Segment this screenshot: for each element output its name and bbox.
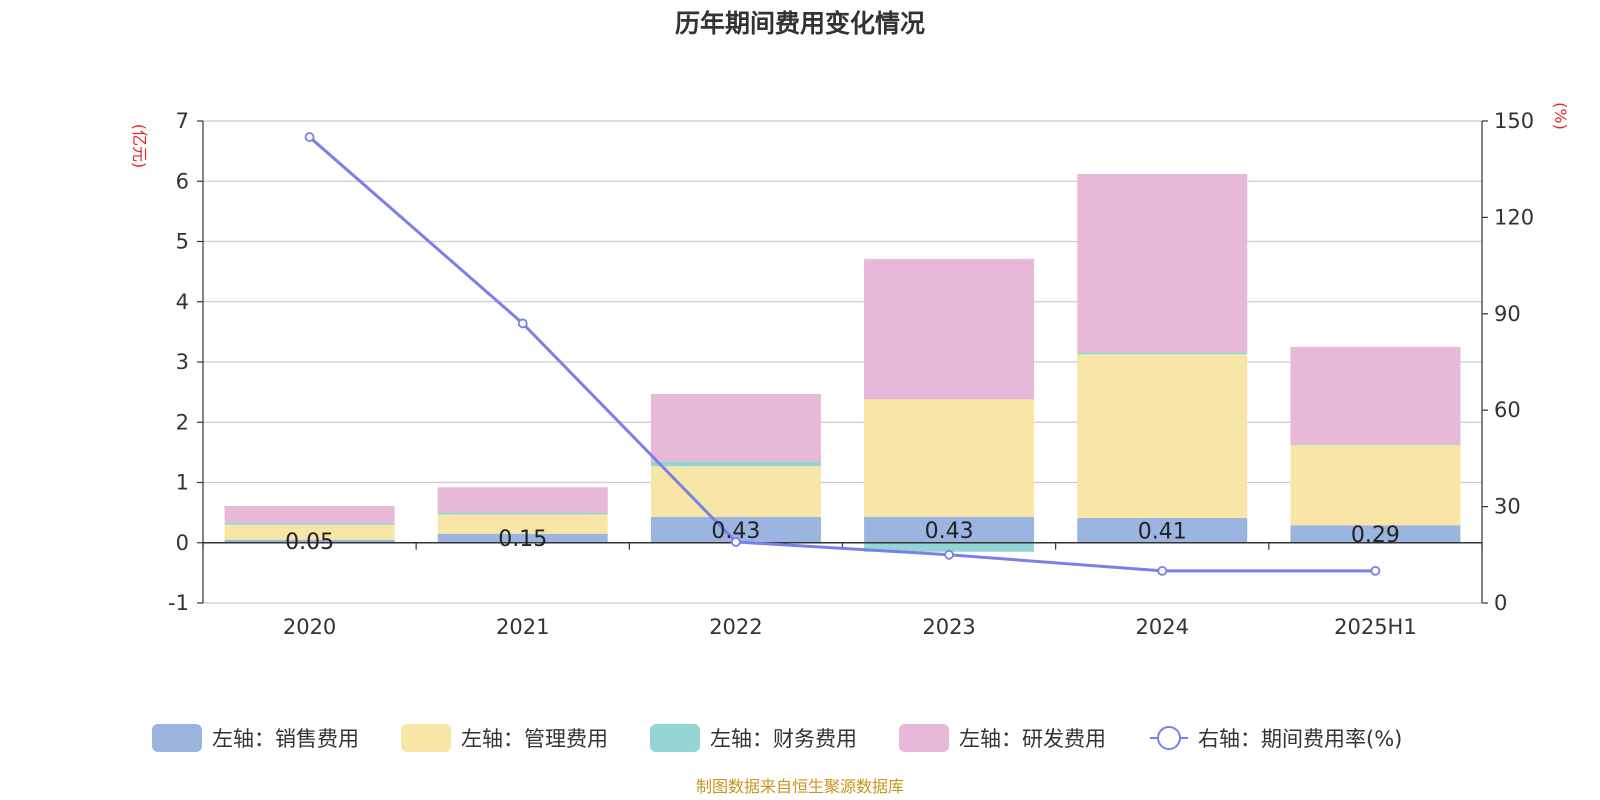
legend-swatch	[152, 724, 202, 752]
rate-point	[944, 549, 954, 560]
chart-title: 历年期间费用变化情况	[675, 9, 925, 38]
right-tick-label: 0	[1494, 591, 1507, 615]
x-tick-label: 2025H1	[1334, 615, 1417, 639]
right-tick-label: 30	[1494, 495, 1521, 519]
legend-label: 左轴：财务费用	[710, 727, 857, 751]
rate-point	[304, 132, 315, 142]
bar-segment	[437, 533, 608, 543]
legend-label: 左轴：销售费用	[212, 727, 359, 751]
bar-segment	[224, 522, 395, 525]
rate-point	[517, 318, 528, 329]
bar-value-label: 0.43	[711, 519, 760, 544]
right-unit-label: (%)	[1551, 102, 1570, 130]
bar-value-label: 0.41	[1138, 519, 1187, 544]
x-tick-label: 2022	[709, 615, 762, 639]
right-tick-label: 120	[1494, 205, 1534, 229]
rate-point	[1370, 565, 1381, 576]
bar-segment	[650, 461, 821, 467]
right-tick-label: 60	[1494, 398, 1521, 422]
x-tick-label: 2024	[1136, 615, 1189, 639]
right-tick-label: 150	[1494, 109, 1534, 133]
bar-segment	[864, 258, 1035, 400]
right-tick-label: 90	[1494, 302, 1521, 326]
bar-value-label: 0.15	[498, 527, 547, 552]
rate-point	[731, 537, 741, 547]
bar-segment	[650, 466, 821, 517]
left-tick-label: 5	[176, 230, 189, 254]
legend-label: 左轴：研发费用	[959, 727, 1106, 751]
bar-segment	[650, 393, 821, 462]
bar-value-label: 0.29	[1351, 523, 1400, 548]
source-note: 制图数据来自恒生聚源数据库	[696, 777, 904, 796]
bar-segment	[437, 512, 608, 515]
rate-line-path	[308, 135, 1376, 573]
bar-segment	[1290, 346, 1461, 445]
bar-value-label: 0.05	[285, 530, 334, 555]
legend-label: 右轴：期间费用率(%)	[1198, 727, 1402, 751]
bar-segment	[224, 524, 395, 540]
bar-segment	[1077, 518, 1248, 543]
bar-segment	[224, 505, 395, 523]
left-unit-label: (亿元)	[130, 124, 149, 169]
bar-segment	[864, 542, 1035, 552]
x-tick-label: 2023	[922, 615, 975, 639]
left-tick-label: 1	[176, 471, 189, 495]
left-tick-label: 4	[176, 290, 189, 314]
rate-line	[304, 132, 1381, 576]
bar-segment	[437, 487, 608, 513]
bar-segment	[1290, 525, 1461, 543]
bar-segment	[1077, 354, 1248, 519]
bar-segment	[1077, 352, 1248, 355]
bar-segment	[224, 539, 395, 543]
bar-segment	[437, 514, 608, 534]
left-tick-label: 6	[176, 169, 189, 193]
legend-swatch	[650, 724, 700, 752]
left-tick-label: 3	[176, 350, 189, 374]
bar-value-label: 0.43	[925, 519, 974, 544]
legend-label: 左轴：管理费用	[461, 727, 608, 751]
left-tick-label: 7	[176, 109, 189, 133]
axes: 7 6 5 4 3 2 1 0 -1 150 120 90 60 30 0 2020 2021 2022 2023 2…	[130, 102, 1570, 639]
bar-segment	[1077, 174, 1248, 353]
bar-segment	[864, 399, 1035, 517]
x-tick-label: 2020	[283, 615, 336, 639]
bars	[224, 174, 1461, 552]
rate-point	[1157, 565, 1168, 576]
legend-swatch	[899, 724, 949, 752]
legend-marker	[1157, 726, 1181, 750]
bar-segment	[1290, 444, 1461, 446]
left-tick-label: -1	[168, 591, 189, 615]
grid	[203, 120, 1482, 604]
bar-segment	[1290, 445, 1461, 526]
x-tick-label: 2021	[496, 615, 549, 639]
left-tick-label: 2	[176, 410, 189, 434]
legend: 左轴：销售费用 左轴：管理费用 左轴：财务费用 左轴：研发费用 右轴：期间费用率(%)	[152, 724, 1402, 752]
bar-segment	[864, 516, 1035, 543]
left-tick-label: 0	[176, 531, 189, 555]
bar-labels: 0.05 0.15 0.43 0.43 0.41 0.29	[285, 519, 1400, 555]
legend-swatch	[401, 724, 451, 752]
